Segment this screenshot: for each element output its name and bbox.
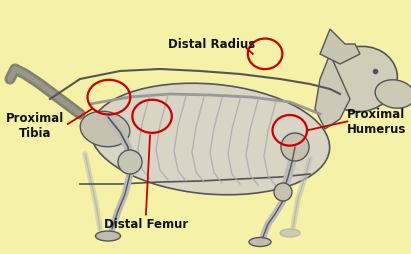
- Circle shape: [274, 183, 292, 201]
- Ellipse shape: [323, 47, 397, 112]
- Text: Proximal
Tibia: Proximal Tibia: [6, 112, 64, 140]
- Ellipse shape: [249, 237, 271, 247]
- Polygon shape: [320, 30, 360, 65]
- Text: Distal Radius: Distal Radius: [168, 38, 255, 51]
- Ellipse shape: [375, 81, 411, 109]
- Ellipse shape: [95, 231, 120, 241]
- Circle shape: [281, 133, 309, 161]
- Ellipse shape: [280, 229, 300, 237]
- Text: Proximal
Humerus: Proximal Humerus: [346, 108, 406, 136]
- Ellipse shape: [80, 112, 130, 147]
- Text: Distal Femur: Distal Femur: [104, 217, 188, 230]
- Circle shape: [118, 150, 142, 174]
- Polygon shape: [315, 55, 350, 130]
- Ellipse shape: [90, 84, 330, 195]
